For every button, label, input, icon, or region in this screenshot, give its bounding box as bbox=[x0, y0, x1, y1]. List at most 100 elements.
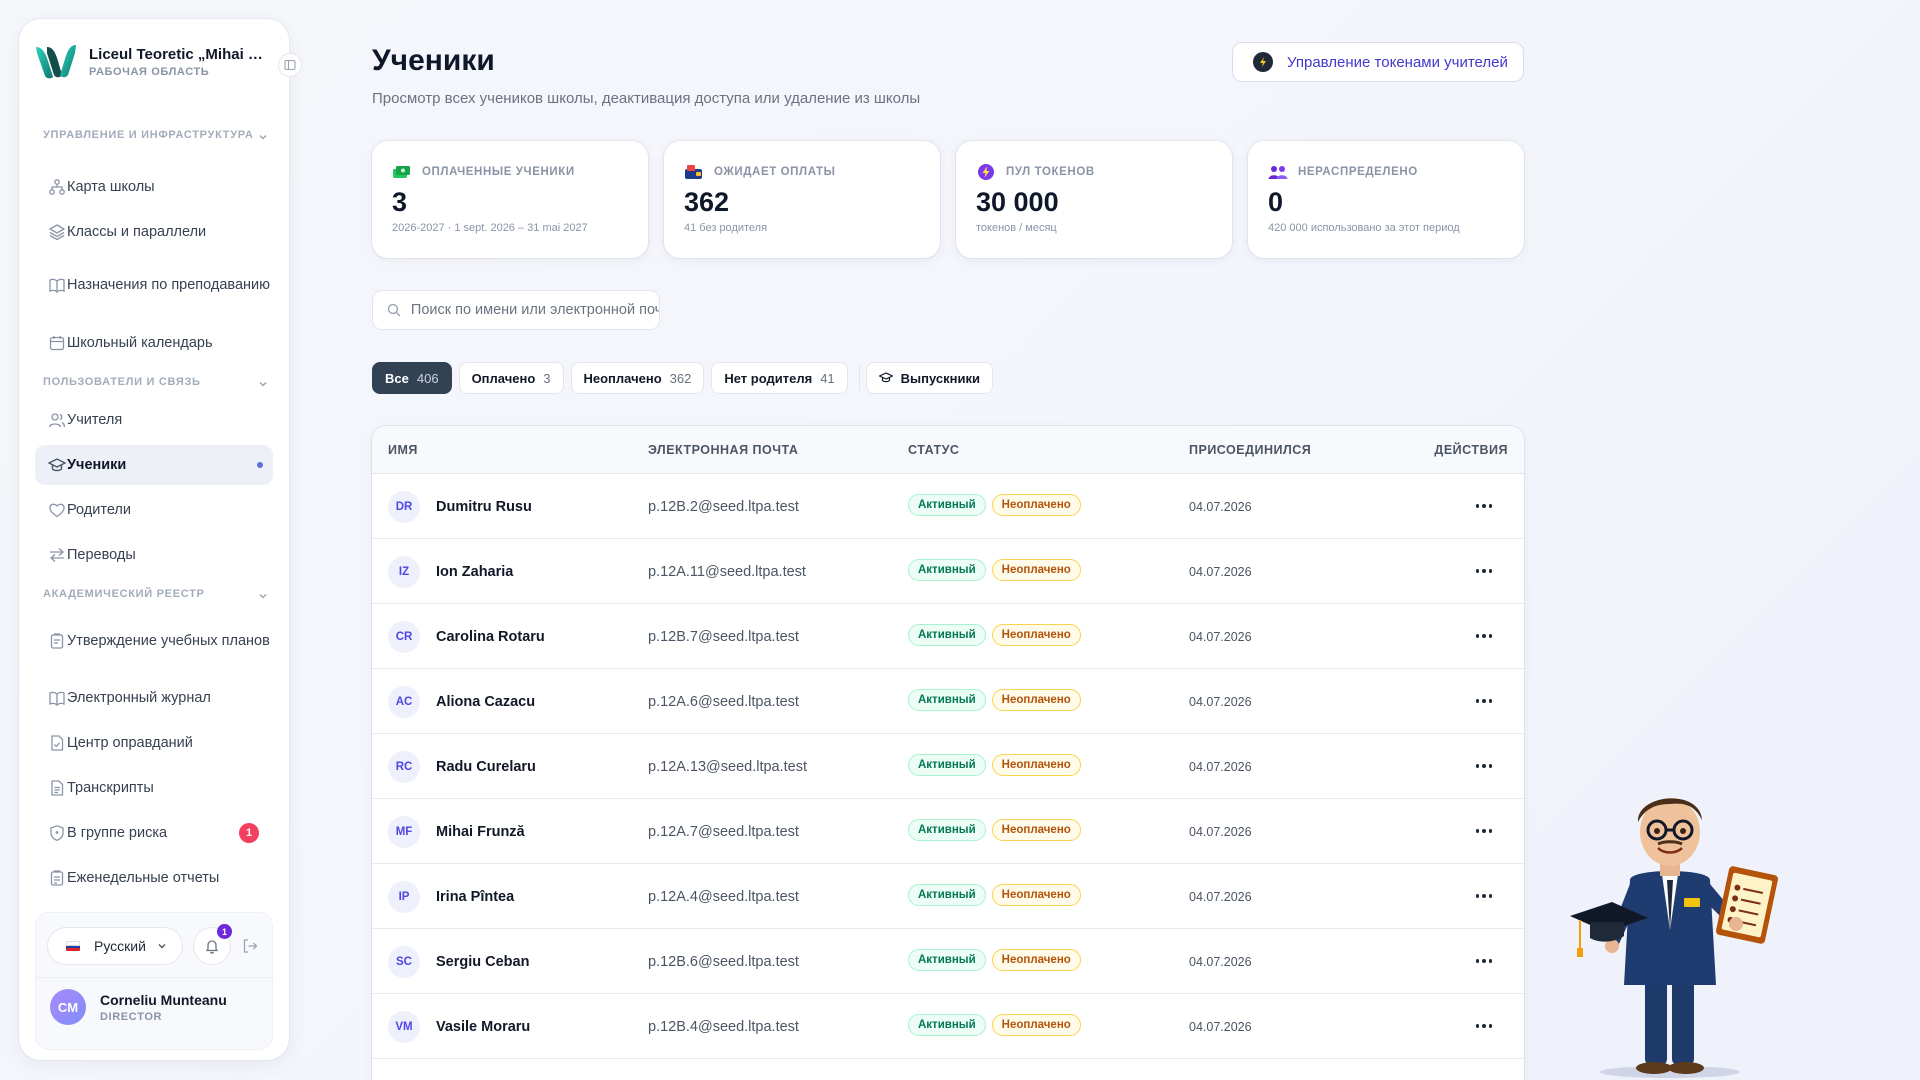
notifications-button[interactable]: 1 bbox=[193, 924, 232, 965]
sidebar-item-students[interactable]: Ученики bbox=[35, 445, 273, 485]
sidebar-item-curriculum-approval[interactable]: Утверждение учебных планов bbox=[35, 615, 273, 667]
sidebar-item-school-map[interactable]: Карта школы bbox=[35, 167, 273, 207]
student-name[interactable]: Vasile Moraru bbox=[436, 1019, 531, 1035]
collapse-sidebar-button[interactable] bbox=[278, 53, 302, 77]
book-open-icon bbox=[49, 691, 65, 706]
graduation-cap-icon bbox=[878, 372, 893, 383]
table-row[interactable]: DR Dumitru Rusu p.12B.2@seed.ltpa.test Акти… bbox=[372, 474, 1524, 539]
filter-unpaid[interactable]: Неоплачено 362 bbox=[570, 362, 705, 394]
heart-icon bbox=[49, 503, 65, 518]
avatar: CR bbox=[388, 621, 420, 653]
status-badge: Активный bbox=[908, 754, 986, 776]
sidebar-item-classes[interactable]: Классы и параллели bbox=[35, 212, 273, 252]
shield-icon bbox=[50, 825, 64, 841]
joined-date: 04.07.2026 bbox=[1189, 695, 1252, 709]
status-cell: Активный Неоплачено bbox=[908, 884, 1087, 906]
joined-date: 04.07.2026 bbox=[1189, 825, 1252, 839]
table-row[interactable]: AC Aliona Cazacu p.12A.6@seed.ltpa.test Акт… bbox=[372, 669, 1524, 734]
student-name[interactable]: Carolina Rotaru bbox=[436, 629, 545, 645]
student-name[interactable]: Irina Pîntea bbox=[436, 889, 515, 905]
payment-badge: Неоплачено bbox=[991, 884, 1081, 906]
user-profile[interactable]: CM Corneliu Munteanu DIRECTOR bbox=[50, 989, 227, 1025]
sidebar-item-e-journal[interactable]: Электронный журнал bbox=[35, 678, 273, 718]
calendar-icon bbox=[49, 336, 65, 351]
more-actions-icon[interactable] bbox=[1472, 821, 1496, 841]
student-search[interactable] bbox=[372, 290, 660, 330]
student-name[interactable]: Aliona Cazacu bbox=[436, 694, 536, 710]
more-actions-icon[interactable] bbox=[1472, 496, 1496, 516]
section-header-management[interactable]: УПРАВЛЕНИЕ И ИНФРАСТРУКТУРА bbox=[43, 128, 269, 143]
money-icon bbox=[393, 166, 410, 178]
table-row[interactable]: RC Radu Curelaru p.12A.13@seed.ltpa.test Ак… bbox=[372, 734, 1524, 799]
more-actions-icon[interactable] bbox=[1472, 756, 1496, 776]
sidebar-item-at-risk[interactable]: В группе риска 1 bbox=[35, 813, 273, 853]
stat-card-token-pool: ПУЛ ТОКЕНОВ 30 000 токенов / месяц bbox=[956, 141, 1232, 258]
student-email: p.12A.4@seed.ltpa.test bbox=[648, 889, 799, 905]
sidebar-item-label: Электронный журнал bbox=[67, 690, 211, 706]
sidebar-item-teaching-assignments[interactable]: Назначения по преподаванию bbox=[35, 259, 273, 311]
avatar: AC bbox=[388, 686, 420, 718]
school-logo[interactable] bbox=[33, 39, 79, 85]
manage-teacher-tokens-button[interactable]: Управление токенами учителей bbox=[1232, 42, 1524, 82]
table-row[interactable]: SC Sergiu Ceban p.12B.6@seed.ltpa.test Акти… bbox=[372, 929, 1524, 994]
search-input[interactable] bbox=[410, 302, 659, 318]
group-icon bbox=[1268, 166, 1288, 179]
sidebar-item-label: В группе риска bbox=[67, 825, 168, 841]
more-actions-icon[interactable] bbox=[1472, 886, 1496, 906]
graduates-button[interactable]: Выпускники bbox=[865, 362, 993, 394]
student-name[interactable]: Dumitru Rusu bbox=[436, 499, 532, 515]
filter-all[interactable]: Все 406 bbox=[372, 362, 452, 394]
logout-icon[interactable] bbox=[241, 937, 259, 955]
more-actions-icon[interactable] bbox=[1472, 691, 1496, 711]
table-row[interactable]: CR Carolina Rotaru p.12B.7@seed.ltpa.test А… bbox=[372, 604, 1524, 669]
column-header-joined[interactable]: ПРИСОЕДИНИЛСЯ bbox=[1189, 443, 1312, 457]
sidebar-item-parents[interactable]: Родители bbox=[35, 490, 273, 530]
sidebar-item-transfers[interactable]: Переводы bbox=[35, 535, 273, 575]
section-header-users[interactable]: ПОЛЬЗОВАТЕЛИ И СВЯЗЬ bbox=[43, 375, 269, 390]
avatar: MF bbox=[388, 816, 420, 848]
more-actions-icon[interactable] bbox=[1472, 951, 1496, 971]
stat-card-awaiting-payment: ОЖИДАЕТ ОПЛАТЫ 362 41 без родителя bbox=[664, 141, 940, 258]
stat-card-unallocated: НЕРАСПРЕДЕЛЕНО 0 420 000 использовано за… bbox=[1248, 141, 1524, 258]
sidebar-item-teachers[interactable]: Учителя bbox=[35, 400, 273, 440]
sidebar-item-excuses-center[interactable]: Центр оправданий bbox=[35, 723, 273, 763]
book-open-icon bbox=[49, 278, 65, 293]
column-header-email[interactable]: ЭЛЕКТРОННАЯ ПОЧТА bbox=[648, 443, 799, 457]
table-row[interactable]: IZ Ion Zaharia p.12A.11@seed.ltpa.test Акти… bbox=[372, 539, 1524, 604]
more-actions-icon[interactable] bbox=[1472, 561, 1496, 581]
sidebar-item-label: Родители bbox=[67, 502, 131, 518]
page-subtitle: Просмотр всех учеников школы, деактиваци… bbox=[372, 90, 921, 107]
status-badge: Активный bbox=[908, 884, 986, 906]
student-name[interactable]: Radu Curelaru bbox=[436, 759, 536, 775]
status-badge: Активный bbox=[908, 1014, 986, 1036]
more-actions-icon[interactable] bbox=[1472, 1016, 1496, 1036]
sidebar-item-school-calendar[interactable]: Школьный календарь bbox=[35, 323, 273, 363]
student-name[interactable]: Sergiu Ceban bbox=[436, 954, 530, 970]
column-header-actions: ДЕЙСТВИЯ bbox=[1434, 443, 1508, 457]
sidebar-item-transcripts[interactable]: Транскрипты bbox=[35, 768, 273, 808]
column-header-status[interactable]: СТАТУС bbox=[908, 443, 960, 457]
joined-date: 04.07.2026 bbox=[1189, 500, 1252, 514]
file-check-icon bbox=[51, 735, 64, 751]
student-email: p.12B.7@seed.ltpa.test bbox=[648, 629, 799, 645]
stat-subtext: 41 без родителя bbox=[684, 222, 768, 234]
table-row[interactable]: IP Irina Pîntea p.12A.4@seed.ltpa.test Акти… bbox=[372, 864, 1524, 929]
more-actions-icon[interactable] bbox=[1472, 626, 1496, 646]
active-indicator-dot bbox=[257, 462, 263, 468]
token-button-label: Управление токенами учителей bbox=[1287, 53, 1508, 71]
student-name[interactable]: Mihai Frunză bbox=[436, 824, 525, 840]
column-header-name[interactable]: ИМЯ bbox=[388, 443, 418, 457]
status-cell: Активный Неоплачено bbox=[908, 1014, 1087, 1036]
student-name[interactable]: Ion Zaharia bbox=[436, 564, 514, 580]
table-row[interactable]: MF Mihai Frunză p.12A.7@seed.ltpa.test Акти… bbox=[372, 799, 1524, 864]
payment-badge: Неоплачено bbox=[991, 494, 1081, 516]
table-row[interactable]: VM Vasile Moraru p.12B.4@seed.ltpa.test Акт… bbox=[372, 994, 1524, 1059]
student-email: p.12A.11@seed.ltpa.test bbox=[648, 564, 806, 580]
section-header-academic[interactable]: АКАДЕМИЧЕСКИЙ РЕЕСТР bbox=[43, 587, 269, 602]
filter-no-parent[interactable]: Нет родителя 41 bbox=[711, 362, 848, 394]
language-selector[interactable]: Русский bbox=[47, 927, 183, 965]
filter-paid[interactable]: Оплачено 3 bbox=[458, 362, 564, 394]
sidebar-item-label: Переводы bbox=[67, 547, 136, 563]
chevron-down-icon bbox=[259, 382, 267, 387]
sidebar-item-label: Еженедельные отчеты bbox=[67, 870, 220, 886]
